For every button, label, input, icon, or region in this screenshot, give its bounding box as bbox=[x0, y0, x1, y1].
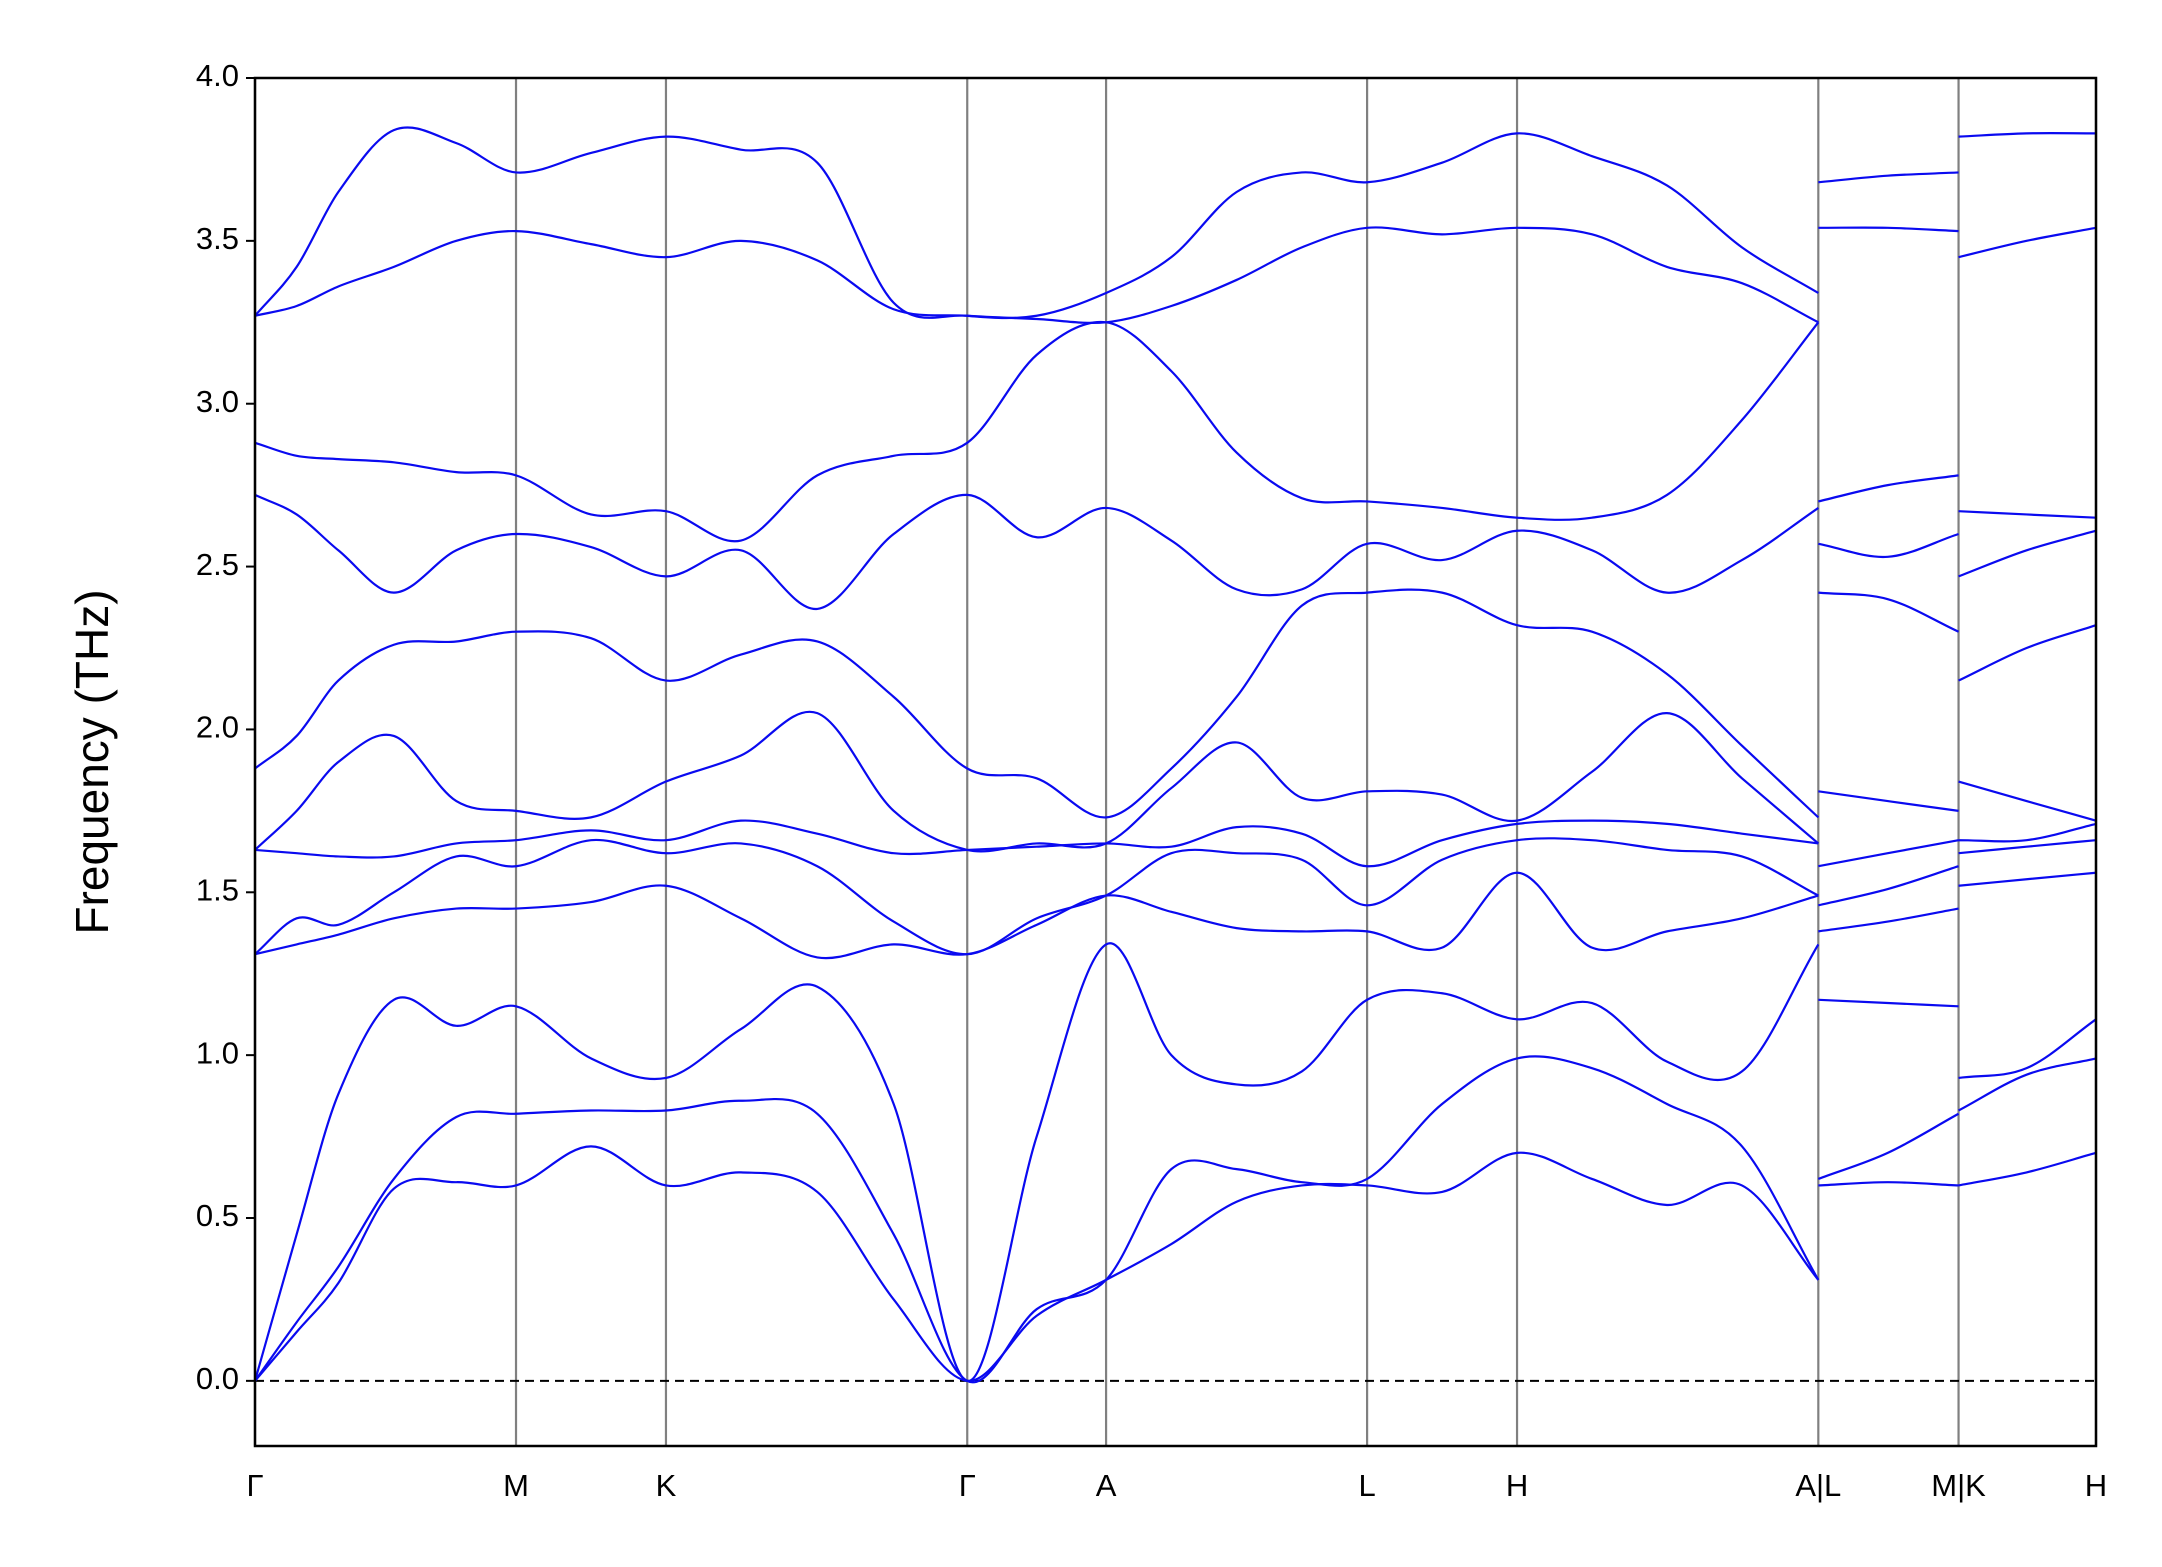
phonon-band bbox=[254, 837, 2097, 956]
y-tick-label: 3.0 bbox=[196, 384, 239, 419]
x-tick-label: K bbox=[656, 1468, 677, 1503]
phonon-band bbox=[254, 1055, 2097, 1384]
phonon-band bbox=[254, 819, 2097, 868]
y-tick-label: 2.5 bbox=[196, 547, 239, 582]
phonon-band bbox=[254, 871, 2097, 960]
y-tick-label: 1.5 bbox=[196, 872, 239, 907]
x-tick-label: L bbox=[1358, 1468, 1375, 1503]
y-tick-label: 0.5 bbox=[196, 1198, 239, 1233]
y-tick-label: 0.0 bbox=[196, 1361, 239, 1396]
phonon-band bbox=[254, 1145, 2097, 1382]
x-tick-label: A bbox=[1096, 1468, 1117, 1503]
phonon-band bbox=[254, 226, 2097, 325]
phonon-band bbox=[254, 320, 2097, 543]
phonon-band bbox=[253, 942, 2097, 1382]
y-tick-label: 3.5 bbox=[196, 221, 239, 256]
x-tick-label: Γ bbox=[246, 1468, 263, 1503]
x-tick-label: H bbox=[2085, 1468, 2107, 1503]
x-tick-label: A|L bbox=[1795, 1468, 1841, 1503]
bands-layer bbox=[253, 126, 2097, 1384]
phonon-band bbox=[254, 126, 2097, 320]
x-tick-label: M|K bbox=[1931, 1468, 1986, 1503]
x-tick-label: M bbox=[503, 1468, 529, 1503]
phonon-band bbox=[254, 710, 2097, 853]
phonon-band bbox=[254, 588, 2097, 819]
phonon-band bbox=[254, 493, 2097, 611]
x-tick-label: Γ bbox=[959, 1468, 976, 1503]
x-tick-label: H bbox=[1506, 1468, 1528, 1503]
y-tick-label: 2.0 bbox=[196, 710, 239, 745]
y-tick-label: 1.0 bbox=[196, 1035, 239, 1070]
y-axis-label: Frequency (THz) bbox=[66, 589, 118, 934]
y-tick-label: 4.0 bbox=[196, 58, 239, 93]
labels-layer: Γ M K Γ A L H A|L M|K H 0.0 0.5 1.0 1.5 2.0 2.5 3.0 3.5 4.… bbox=[196, 58, 2107, 1503]
plot-frame bbox=[253, 76, 2098, 1448]
